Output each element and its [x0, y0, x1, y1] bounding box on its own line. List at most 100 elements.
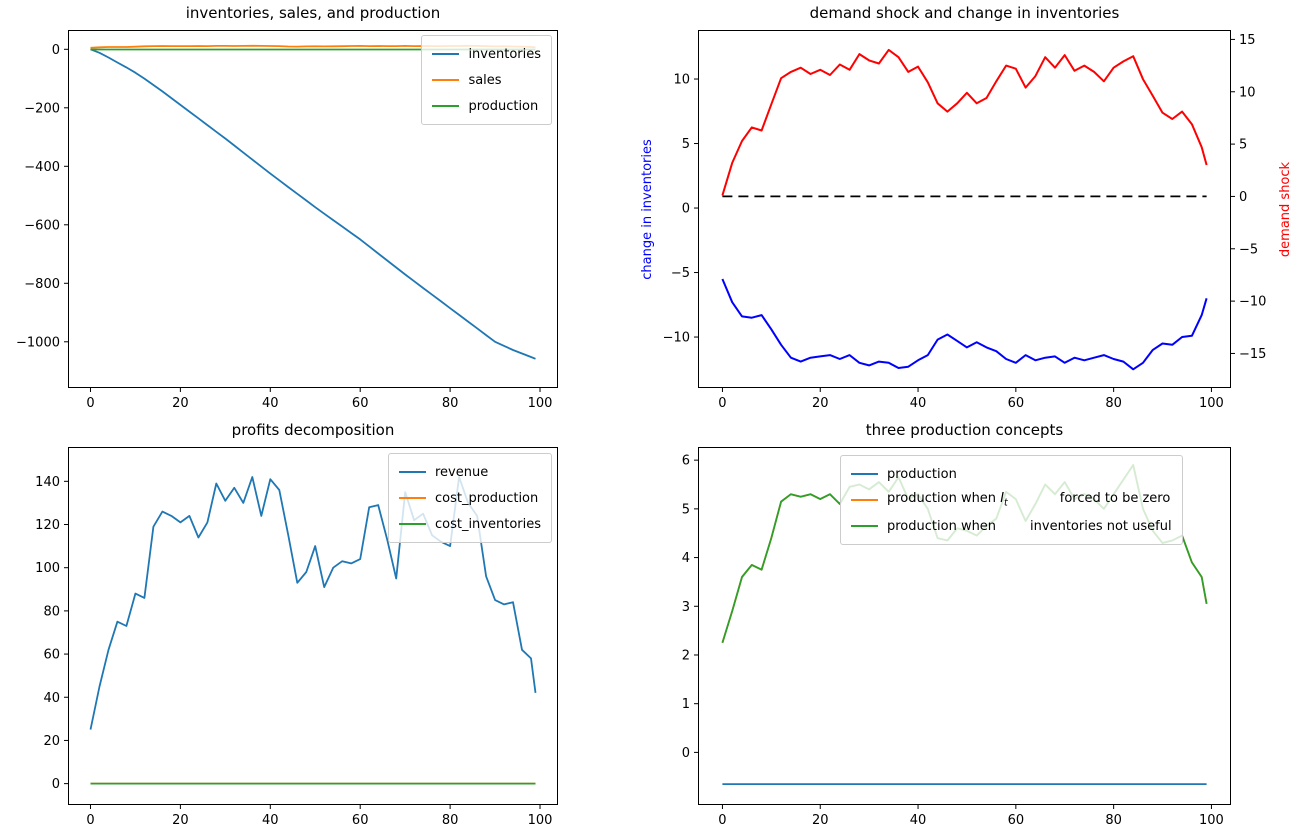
- subplot-inventories-sales-production: inventories, sales, and production 0 20 40…: [16, 4, 558, 411]
- subplot-profits-decomposition: profits decomposition 0 20 40 60 80 100 0 20 40 6…: [35, 421, 558, 828]
- x-tick-label: 100: [1199, 396, 1224, 411]
- y-tick-label: −800: [24, 277, 60, 292]
- subplot-three-production-concepts: three production concepts 0 20 40 60 80 100 0 1…: [682, 421, 1231, 828]
- y-axis-label-right: demand shock: [1277, 30, 1295, 388]
- y-tick-label-right: −10: [1239, 295, 1266, 310]
- y-tick-label-right: 15: [1239, 33, 1256, 48]
- legend-entry: cost_production: [398, 485, 541, 511]
- y-tick-label: 100: [35, 561, 60, 576]
- x-tick-label: 20: [172, 396, 189, 411]
- y-tick-label: 60: [43, 648, 60, 663]
- legend-entry: cost_inventories: [398, 511, 541, 537]
- y-tick-label-right: −15: [1239, 347, 1266, 362]
- x-tick-label: 80: [1105, 396, 1122, 411]
- y-tick-label: 10: [673, 73, 690, 88]
- y-tick-label: 0: [52, 43, 60, 58]
- x-tick-label: 80: [442, 396, 459, 411]
- x-tick-label: 80: [1105, 813, 1122, 828]
- y-tick-label: 5: [682, 137, 690, 152]
- x-tick-label: 60: [1008, 813, 1025, 828]
- legend: production production when It forced to be…: [840, 455, 1183, 545]
- legend-label: inventories: [468, 46, 541, 62]
- legend-line-swatch: [432, 53, 460, 55]
- y-tick-label: 40: [43, 691, 60, 706]
- x-tick-label: 0: [86, 813, 94, 828]
- y-tick-label: 0: [682, 746, 690, 761]
- series-line: [721, 48, 1208, 196]
- legend-line-swatch: [398, 471, 426, 473]
- x-tick-label: 60: [352, 813, 369, 828]
- legend-line-swatch: [851, 525, 878, 527]
- y-tick-label-right: 10: [1239, 85, 1256, 100]
- x-tick-label: 0: [718, 396, 726, 411]
- legend-entry: production: [432, 93, 541, 119]
- series-line: [721, 278, 1208, 371]
- y-tick-label: −400: [24, 160, 60, 175]
- legend-line-swatch: [432, 105, 460, 107]
- y-tick-label: −5: [671, 266, 690, 281]
- plot-area: 0 20 40 60 80 100 0 20 40 60 80 100 120 140: [35, 447, 558, 828]
- legend-line-swatch: [398, 523, 426, 525]
- legend: inventories sales production: [421, 35, 552, 125]
- math-symbol: It: [1000, 491, 1008, 509]
- y-tick-label: 5: [682, 502, 690, 517]
- legend-line-swatch: [851, 499, 878, 501]
- legend-label: production: [887, 466, 957, 482]
- legend: revenue cost_production cost_inventories: [387, 453, 552, 543]
- x-tick-label: 60: [1008, 396, 1025, 411]
- legend-line-swatch: [851, 473, 878, 475]
- y-tick-label-right: −5: [1239, 242, 1258, 257]
- legend-line-swatch: [398, 497, 426, 499]
- legend-label: cost_production: [434, 490, 539, 506]
- x-tick-label: 20: [812, 813, 829, 828]
- y-tick-label: −1000: [16, 335, 60, 350]
- y-tick-label: −10: [663, 331, 690, 346]
- x-tick-label: 60: [352, 396, 369, 411]
- chart-title: inventories, sales, and production: [185, 4, 441, 22]
- y-tick-label: 0: [52, 777, 60, 792]
- x-tick-label: 100: [528, 396, 553, 411]
- legend-entry: production when It forced to be zero: [851, 487, 1172, 513]
- y-tick-label: 20: [43, 734, 60, 749]
- x-tick-label: 0: [718, 813, 726, 828]
- legend-label: production when inventories not useful: [887, 518, 1172, 534]
- y-tick-label: −200: [24, 101, 60, 116]
- x-tick-label: 20: [172, 813, 189, 828]
- legend-line-swatch: [432, 79, 460, 81]
- y-tick-label: 80: [43, 604, 60, 619]
- y-tick-label: 2: [682, 648, 690, 663]
- y-tick-label: −600: [24, 218, 60, 233]
- legend-label: production: [468, 98, 539, 114]
- series-line: [90, 48, 536, 360]
- legend-label: cost_inventories: [434, 516, 541, 532]
- legend-entry: inventories: [432, 41, 541, 67]
- legend-entry: production: [851, 461, 1172, 487]
- legend-entry: sales: [432, 67, 541, 93]
- x-tick-label: 40: [910, 813, 927, 828]
- chart-title: three production concepts: [865, 421, 1064, 439]
- x-tick-label: 100: [1199, 813, 1224, 828]
- y-tick-label-right: 0: [1239, 190, 1247, 205]
- y-tick-label: 3: [682, 600, 690, 615]
- plot-area: 0 20 40 60 80 100 0 −200 −400 −600 −800 −1000: [16, 30, 558, 411]
- subplot-demand-shock-change-in-inventories: demand shock and change in inventories c…: [640, 4, 1294, 411]
- y-axis-label-left: change in inventories: [638, 30, 656, 388]
- y-tick-label: 120: [35, 518, 60, 533]
- y-tick-label: 4: [682, 551, 690, 566]
- y-tick-label: 1: [682, 697, 690, 712]
- legend-label: production when It forced to be zero: [887, 491, 1171, 509]
- y-tick-label: 0: [682, 202, 690, 217]
- legend-label: revenue: [434, 464, 489, 480]
- y-axis-label-right-text: demand shock: [1278, 161, 1294, 257]
- x-tick-label: 40: [262, 813, 279, 828]
- chart-title: profits decomposition: [231, 421, 395, 439]
- x-tick-label: 40: [262, 396, 279, 411]
- y-tick-label: 140: [35, 475, 60, 490]
- x-tick-label: 80: [442, 813, 459, 828]
- x-tick-label: 100: [528, 813, 553, 828]
- chart-title: demand shock and change in inventories: [809, 4, 1120, 22]
- legend-entry: production when inventories not useful: [851, 513, 1172, 539]
- y-axis-label-left-text: change in inventories: [639, 138, 655, 280]
- y-tick-label: 6: [682, 454, 690, 469]
